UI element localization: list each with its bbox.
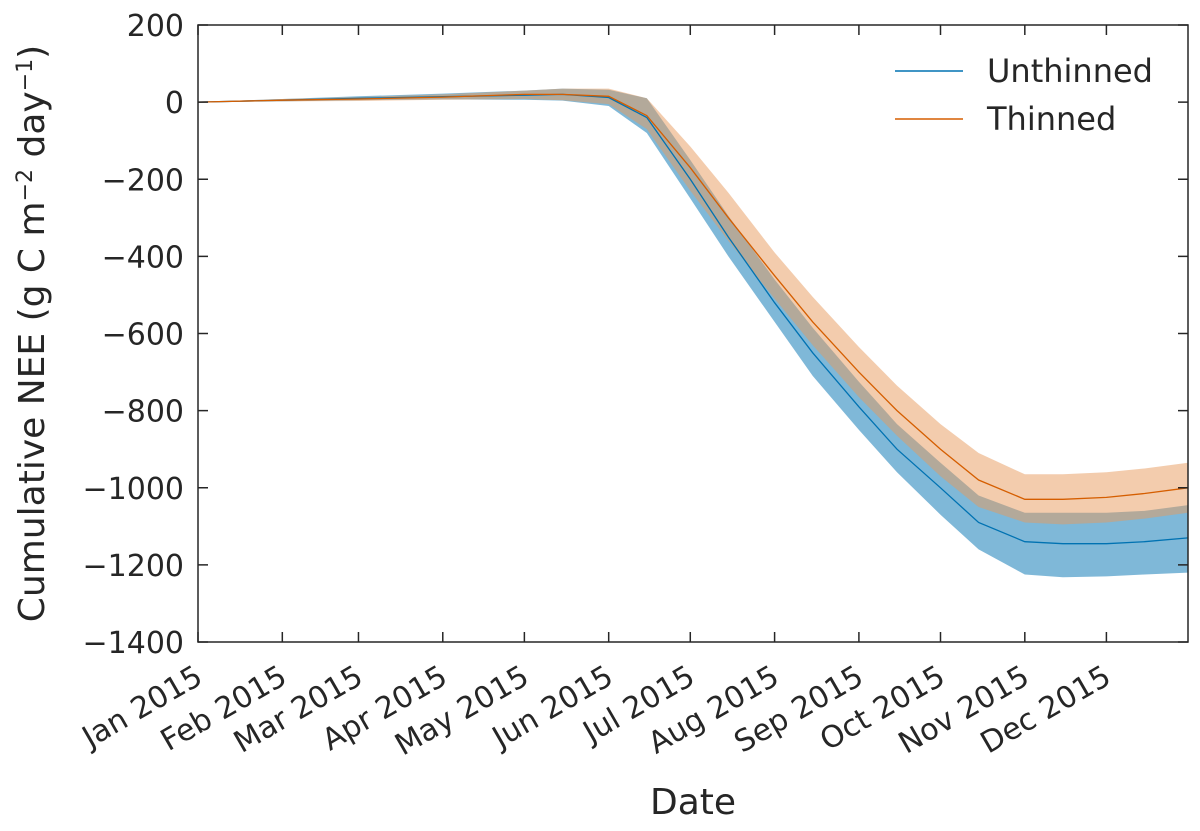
y-tick-label: −1400 (83, 626, 184, 661)
y-axis-label: Cumulative NEE (g C m−2 day−1) (12, 45, 53, 622)
y-tick-label: −600 (102, 318, 184, 353)
y-tick-label: 0 (165, 86, 184, 121)
y-tick-label: −200 (102, 163, 184, 198)
legend: Unthinned Thinned (895, 52, 1153, 138)
y-tick-label: −400 (102, 240, 184, 275)
confidence-bands (198, 88, 1188, 578)
y-tick-label: −1200 (83, 549, 184, 584)
legend-label-thinned: Thinned (986, 100, 1116, 138)
y-tick-label: −800 (102, 395, 184, 430)
band-thinned (198, 88, 1188, 525)
series-lines (197, 93, 1189, 545)
y-tick-label: 200 (127, 9, 184, 44)
y-tick-label: −1000 (83, 472, 184, 507)
line-thinned (197, 93, 1189, 500)
x-axis-label: Date (650, 782, 736, 823)
legend-label-unthinned: Unthinned (987, 52, 1153, 90)
